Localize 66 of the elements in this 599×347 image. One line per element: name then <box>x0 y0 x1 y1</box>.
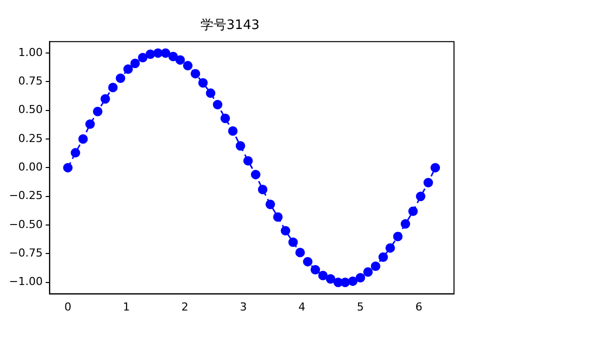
point <box>250 170 260 180</box>
point <box>273 212 283 222</box>
point <box>236 141 246 151</box>
point <box>310 264 320 274</box>
point <box>146 49 156 59</box>
point <box>318 270 328 280</box>
point <box>78 134 88 144</box>
point <box>92 106 102 116</box>
point <box>243 156 253 166</box>
point <box>266 200 276 210</box>
point <box>295 248 305 258</box>
y-tick-label: −0.50 <box>8 218 43 231</box>
point <box>108 82 118 92</box>
point <box>63 162 73 172</box>
point <box>400 219 410 229</box>
point <box>130 58 140 68</box>
point <box>370 262 380 272</box>
point <box>116 74 126 84</box>
point <box>70 148 80 158</box>
x-tick-label: 3 <box>240 300 247 314</box>
point <box>183 60 193 70</box>
x-tick-label: 2 <box>181 300 188 314</box>
y-tick-label: −0.25 <box>8 189 43 202</box>
point <box>160 48 170 58</box>
point <box>85 119 95 129</box>
point <box>416 192 426 202</box>
y-tick-label: −1.00 <box>8 275 43 288</box>
point <box>302 256 312 266</box>
y-tick-label: 1.00 <box>18 46 43 59</box>
point <box>326 274 336 284</box>
x-tick-label: 1 <box>122 300 130 314</box>
point <box>190 68 200 78</box>
point <box>288 237 298 247</box>
point <box>356 273 366 282</box>
y-tick-label: 0.50 <box>18 103 43 116</box>
y-tick-label: −0.75 <box>8 246 43 260</box>
point <box>175 55 185 65</box>
point <box>378 252 388 262</box>
chart-title: 学号3143 <box>200 18 260 34</box>
x-tick-label: 0 <box>64 300 72 314</box>
x-tick-label: 6 <box>415 300 422 314</box>
point <box>424 178 434 188</box>
point <box>123 64 133 74</box>
point <box>198 78 208 88</box>
point <box>228 126 238 136</box>
point <box>258 184 268 194</box>
point <box>340 278 350 288</box>
y-tick-label: 0.00 <box>18 160 43 174</box>
point <box>206 88 216 98</box>
point <box>168 52 178 62</box>
x-tick-label: 4 <box>298 300 306 314</box>
point <box>348 276 358 286</box>
point <box>363 267 373 277</box>
point <box>393 232 403 242</box>
point <box>280 226 290 236</box>
point <box>385 243 395 253</box>
point <box>100 94 110 104</box>
point <box>220 114 230 124</box>
point <box>153 48 163 58</box>
y-tick-label: 0.25 <box>18 132 43 145</box>
point <box>138 52 148 62</box>
point <box>430 162 440 172</box>
y-tick-label: 0.75 <box>18 74 43 88</box>
point <box>212 100 222 110</box>
x-tick-label: 5 <box>356 300 364 314</box>
point <box>408 206 418 216</box>
